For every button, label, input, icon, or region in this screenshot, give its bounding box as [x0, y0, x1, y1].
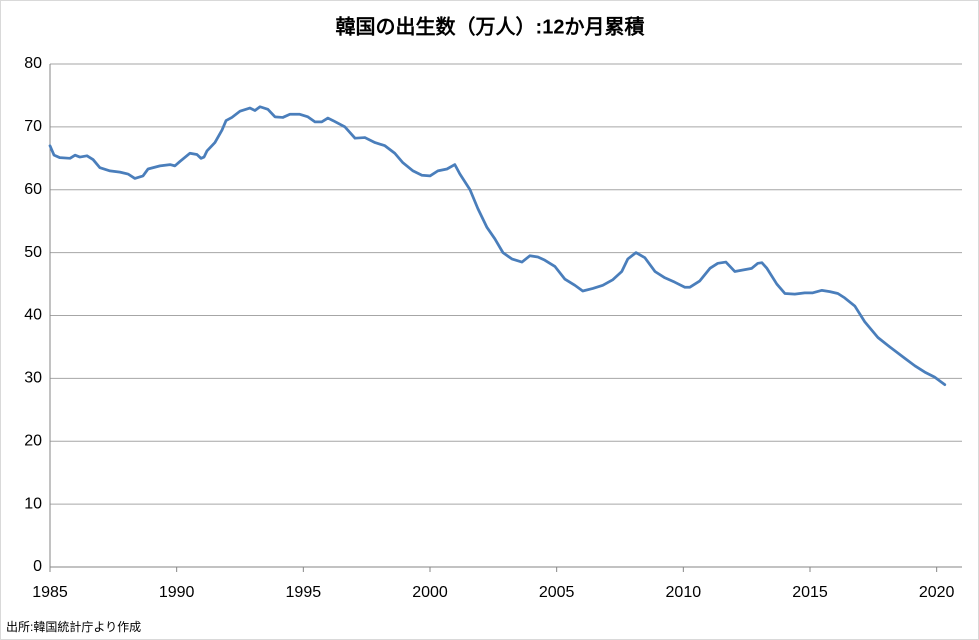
- y-tick-label: 20: [24, 432, 42, 449]
- y-tick-label: 0: [33, 558, 42, 575]
- x-tick-label: 2005: [539, 584, 575, 601]
- y-tick-label: 50: [24, 244, 42, 261]
- x-tick-label: 2010: [666, 584, 702, 601]
- chart-title: 韓国の出生数（万人）:12か月累積: [336, 14, 646, 38]
- x-tick-label: 1985: [32, 584, 68, 601]
- y-tick-label: 40: [24, 307, 42, 324]
- y-tick-label: 30: [24, 370, 42, 387]
- data-line: [48, 105, 947, 387]
- x-tick-label: 2015: [792, 584, 828, 601]
- y-tick-label: 80: [24, 55, 42, 72]
- x-tick-label: 2020: [919, 584, 955, 601]
- source-note: 出所:韓国統計庁より作成: [6, 619, 141, 634]
- x-tick-label: 1990: [159, 584, 195, 601]
- y-tick-label: 70: [24, 118, 42, 135]
- y-tick-label: 60: [24, 181, 42, 198]
- x-tick-label: 1995: [286, 584, 322, 601]
- x-tick-label: 2000: [412, 584, 448, 601]
- y-tick-label: 10: [24, 495, 42, 512]
